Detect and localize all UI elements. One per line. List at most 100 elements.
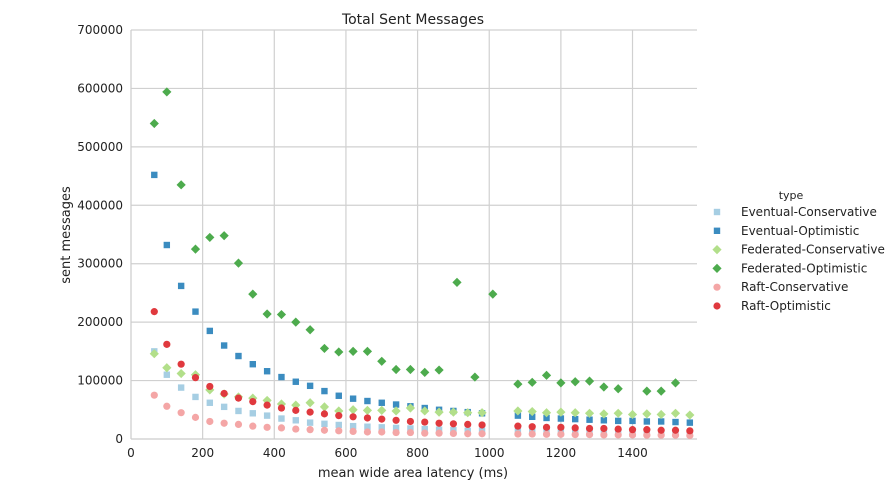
data-point xyxy=(643,431,651,439)
legend-marker xyxy=(712,245,722,255)
data-point xyxy=(348,405,358,415)
legend-marker xyxy=(713,302,721,310)
data-point xyxy=(642,409,652,419)
data-point xyxy=(306,419,314,426)
data-point xyxy=(262,309,272,319)
data-point xyxy=(364,397,371,405)
y-tick-label: 600000 xyxy=(77,81,123,95)
data-point xyxy=(248,289,258,299)
data-point xyxy=(220,342,228,349)
data-point xyxy=(435,429,443,437)
y-tick-label: 300000 xyxy=(77,257,123,271)
data-point xyxy=(528,423,536,431)
data-point xyxy=(349,395,357,402)
legend-label: Raft-Conservative xyxy=(741,280,848,294)
data-point xyxy=(219,231,229,241)
legend-label: Raft-Optimistic xyxy=(741,299,831,313)
data-point xyxy=(249,422,257,430)
data-point xyxy=(657,426,665,434)
series-federated-conservative xyxy=(149,349,695,420)
data-point xyxy=(421,429,429,437)
data-point xyxy=(585,431,594,439)
data-points xyxy=(149,87,695,440)
data-point xyxy=(378,424,385,431)
data-point xyxy=(627,409,638,420)
data-point xyxy=(162,87,172,97)
y-tick-label: 200000 xyxy=(77,315,123,329)
data-point xyxy=(163,371,171,378)
data-point xyxy=(149,118,159,129)
data-point xyxy=(206,417,214,426)
data-point xyxy=(277,424,286,432)
data-point xyxy=(278,373,285,381)
data-point xyxy=(614,425,622,433)
data-point xyxy=(321,420,328,428)
data-point xyxy=(405,403,416,413)
data-point xyxy=(149,349,159,359)
data-point xyxy=(249,361,256,368)
data-point xyxy=(421,425,428,433)
data-point xyxy=(392,416,400,424)
data-point xyxy=(656,386,666,396)
data-point xyxy=(249,398,257,406)
data-point xyxy=(176,368,186,379)
data-point xyxy=(557,415,565,422)
data-point xyxy=(263,401,271,409)
y-tick-label: 0 xyxy=(115,432,123,446)
data-point xyxy=(488,289,498,299)
data-point xyxy=(292,378,299,385)
data-point xyxy=(335,392,342,399)
data-point xyxy=(464,420,472,428)
data-point xyxy=(600,424,608,433)
y-tick-label: 400000 xyxy=(77,198,123,212)
data-point xyxy=(570,377,580,387)
legend-item: Federated-Conservative xyxy=(712,243,885,257)
data-point xyxy=(407,425,414,432)
data-point xyxy=(378,428,386,436)
data-point xyxy=(234,420,243,428)
series-raft-optimistic xyxy=(150,308,694,435)
data-point xyxy=(263,412,271,419)
data-point xyxy=(335,412,343,420)
data-point xyxy=(586,416,593,423)
data-point xyxy=(305,325,315,335)
data-point xyxy=(529,413,536,420)
data-point xyxy=(477,408,487,418)
data-point xyxy=(163,241,171,249)
data-point xyxy=(600,431,608,439)
series-raft-conservative xyxy=(150,391,694,440)
data-point xyxy=(514,430,522,438)
data-point xyxy=(364,423,371,430)
data-point xyxy=(541,370,552,380)
data-point xyxy=(306,408,314,416)
data-point xyxy=(192,308,199,315)
data-point xyxy=(599,409,609,419)
data-point xyxy=(571,431,579,439)
data-point xyxy=(434,365,444,375)
data-point xyxy=(421,418,429,426)
data-point xyxy=(292,417,299,424)
data-point xyxy=(349,427,357,436)
data-point xyxy=(572,415,579,423)
data-point xyxy=(614,431,622,439)
data-point xyxy=(470,372,480,382)
data-point xyxy=(378,399,385,406)
legend-label: Federated-Conservative xyxy=(741,243,885,257)
data-point xyxy=(557,430,565,438)
data-point xyxy=(319,343,330,354)
data-point xyxy=(571,424,579,432)
data-point xyxy=(543,414,550,422)
data-point xyxy=(220,389,228,398)
data-point xyxy=(349,422,357,430)
data-point xyxy=(513,406,523,416)
data-point xyxy=(206,399,214,406)
y-tick-label: 500000 xyxy=(77,140,123,154)
data-point xyxy=(672,418,679,426)
legend-label: Eventual-Optimistic xyxy=(741,224,859,238)
data-point xyxy=(671,431,680,439)
y-axis-label: sent messages xyxy=(59,186,74,284)
x-tick-label: 200 xyxy=(191,446,214,460)
grid-lines xyxy=(131,29,697,439)
data-point xyxy=(206,382,214,391)
